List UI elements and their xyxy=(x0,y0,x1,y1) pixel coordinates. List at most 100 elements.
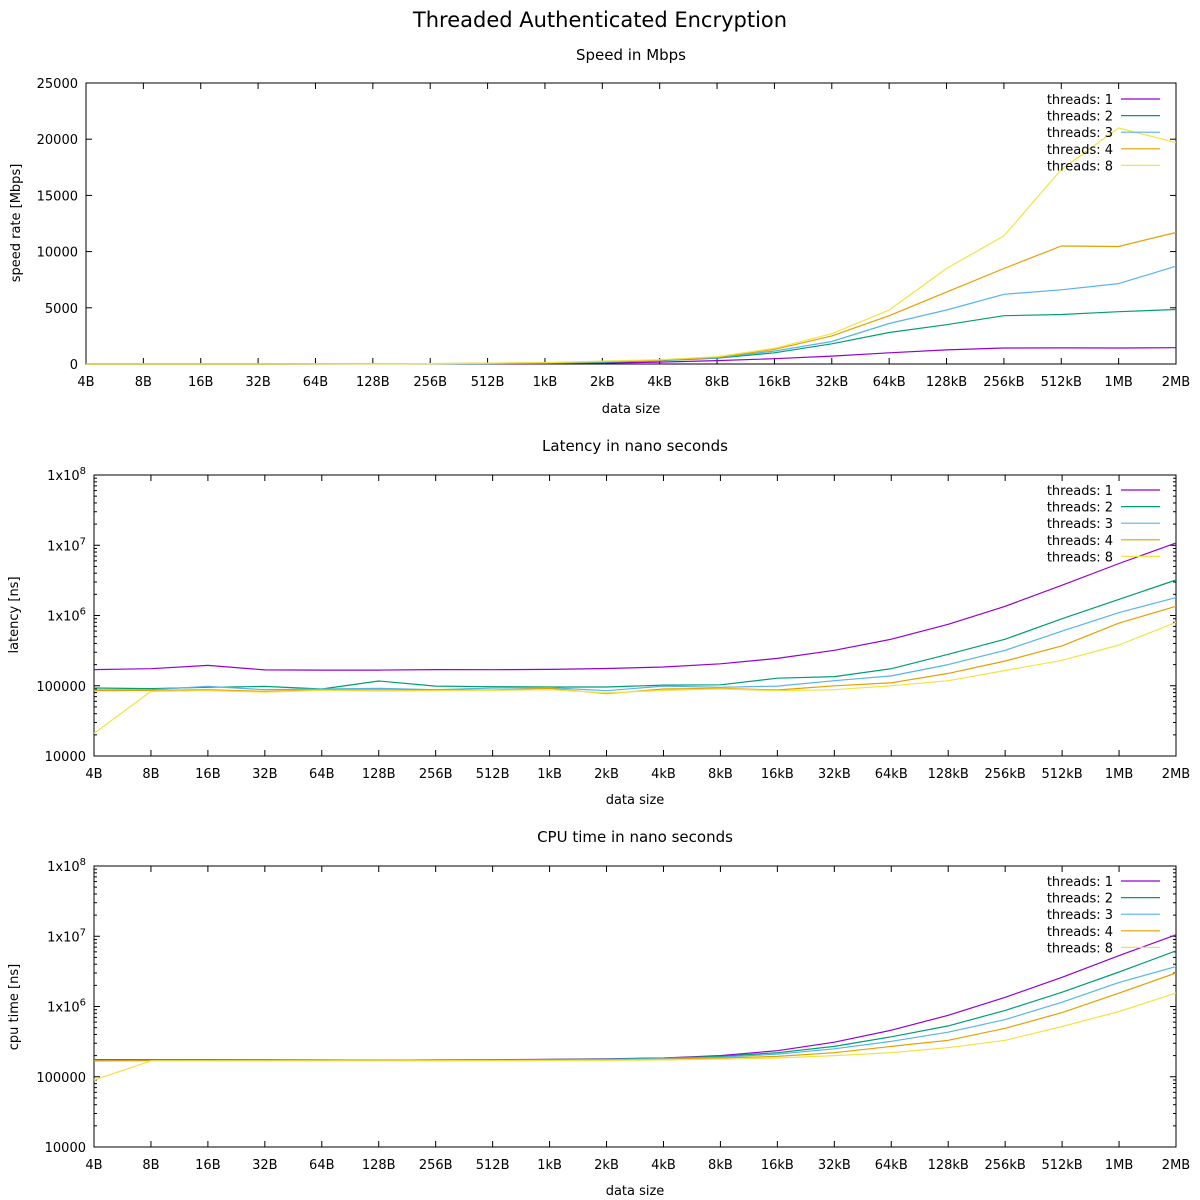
latency-xtick-label: 64B xyxy=(309,767,334,782)
cpu-time-xtick-label: 512B xyxy=(476,1158,510,1173)
latency-legend-label: threads: 4 xyxy=(1047,534,1113,549)
cpu-time-chart-title: CPU time in nano seconds xyxy=(537,828,733,846)
latency-xtick-label: 2kB xyxy=(594,767,619,782)
speed-xtick-label: 8B xyxy=(135,375,152,390)
speed-ytick-label: 0 xyxy=(70,358,78,373)
latency-chart-xlabel: data size xyxy=(606,793,665,808)
latency-xtick-label: 1MB xyxy=(1105,767,1133,782)
speed-xtick-label: 64B xyxy=(303,375,328,390)
latency-xtick-label: 128kB xyxy=(928,767,969,782)
cpu-time-xtick-label: 32kB xyxy=(818,1158,851,1173)
speed-xtick-label: 512B xyxy=(471,375,505,390)
cpu-time-ytick-label: 10000 xyxy=(45,1141,86,1156)
cpu-time-chart-ylabel: cpu time [ns] xyxy=(7,964,22,1050)
cpu-time-xtick-label: 1kB xyxy=(537,1158,562,1173)
latency-legend-label: threads: 8 xyxy=(1047,550,1113,565)
speed-chart-ylabel: speed rate [Mbps] xyxy=(9,164,24,283)
speed-legend-label: threads: 4 xyxy=(1047,143,1113,158)
cpu-time-xtick-label: 128B xyxy=(362,1158,396,1173)
cpu-time-xtick-label: 2kB xyxy=(594,1158,619,1173)
cpu-time-ytick-label: 1x106 xyxy=(47,998,86,1016)
latency-xtick-label: 16B xyxy=(195,767,220,782)
cpu-time-ytick-label: 1x108 xyxy=(47,857,86,875)
cpu-time-chart: CPU time in nano seconds data size cpu t… xyxy=(7,828,1190,1199)
cpu-time-xtick-label: 16kB xyxy=(761,1158,794,1173)
speed-xtick-label: 64kB xyxy=(873,375,906,390)
latency-series-line-3 xyxy=(93,597,1177,692)
latency-series-line-5 xyxy=(93,621,1177,734)
speed-xtick-label: 128B xyxy=(356,375,390,390)
cpu-time-xtick-label: 8B xyxy=(142,1158,159,1173)
latency-ytick-label: 1x108 xyxy=(47,466,86,484)
latency-ytick-label: 1x106 xyxy=(47,607,86,625)
speed-xtick-label: 4B xyxy=(77,375,94,390)
cpu-time-xtick-label: 256kB xyxy=(985,1158,1026,1173)
cpu-time-xtick-label: 64kB xyxy=(875,1158,908,1173)
speed-xtick-label: 4kB xyxy=(647,375,672,390)
latency-xtick-label: 128B xyxy=(362,767,396,782)
speed-series-line-5 xyxy=(86,127,1177,365)
speed-xtick-label: 8kB xyxy=(705,375,730,390)
speed-xtick-label: 2MB xyxy=(1162,375,1190,390)
cpu-time-xtick-label: 128kB xyxy=(928,1158,969,1173)
speed-legend-label: threads: 1 xyxy=(1047,93,1113,108)
latency-legend-label: threads: 3 xyxy=(1047,517,1113,532)
latency-xtick-label: 64kB xyxy=(875,767,908,782)
cpu-time-xtick-label: 512kB xyxy=(1041,1158,1082,1173)
cpu-time-chart-xlabel: data size xyxy=(606,1184,665,1199)
speed-xtick-label: 128kB xyxy=(926,375,967,390)
cpu-time-legend-label: threads: 4 xyxy=(1047,925,1113,940)
speed-xtick-label: 256kB xyxy=(983,375,1024,390)
speed-ytick-label: 10000 xyxy=(37,246,78,261)
speed-xtick-label: 1kB xyxy=(533,375,558,390)
speed-chart-title: Speed in Mbps xyxy=(576,46,686,64)
speed-xtick-label: 256B xyxy=(413,375,447,390)
cpu-time-ytick-label: 1x107 xyxy=(47,927,86,945)
speed-xtick-label: 32kB xyxy=(815,375,848,390)
speed-legend-label: threads: 3 xyxy=(1047,126,1113,141)
speed-ytick-label: 20000 xyxy=(37,133,78,148)
cpu-time-legend-label: threads: 1 xyxy=(1047,875,1113,890)
speed-xtick-label: 512kB xyxy=(1041,375,1082,390)
latency-xtick-label: 256kB xyxy=(985,767,1026,782)
cpu-time-legend-label: threads: 2 xyxy=(1047,892,1113,907)
cpu-time-xtick-label: 1MB xyxy=(1105,1158,1133,1173)
cpu-time-xtick-label: 64B xyxy=(309,1158,334,1173)
latency-ytick-label: 10000 xyxy=(45,750,86,765)
latency-xtick-label: 32kB xyxy=(818,767,851,782)
latency-xtick-label: 1kB xyxy=(537,767,562,782)
latency-xtick-label: 16kB xyxy=(761,767,794,782)
speed-ytick-label: 5000 xyxy=(45,302,78,317)
latency-xtick-label: 8B xyxy=(142,767,159,782)
cpu-time-xtick-label: 4B xyxy=(85,1158,102,1173)
cpu-time-xtick-label: 256B xyxy=(419,1158,453,1173)
speed-legend-label: threads: 8 xyxy=(1047,159,1113,174)
latency-series-line-1 xyxy=(93,542,1177,671)
speed-plot-frame xyxy=(85,82,1177,365)
speed-ytick-label: 15000 xyxy=(37,189,78,204)
speed-xtick-label: 1MB xyxy=(1104,375,1132,390)
cpu-time-xtick-label: 8kB xyxy=(708,1158,733,1173)
cpu-time-series-line-5 xyxy=(93,992,1177,1081)
latency-chart-ylabel: latency [ns] xyxy=(7,576,22,653)
latency-ytick-label: 100000 xyxy=(36,680,86,695)
latency-xtick-label: 8kB xyxy=(708,767,733,782)
speed-chart-xlabel: data size xyxy=(602,402,661,417)
latency-series-line-2 xyxy=(93,579,1177,690)
cpu-time-ytick-label: 100000 xyxy=(36,1071,86,1086)
latency-xtick-label: 256B xyxy=(419,767,453,782)
speed-ytick-label: 25000 xyxy=(37,77,78,92)
cpu-time-legend-label: threads: 3 xyxy=(1047,908,1113,923)
speed-legend-label: threads: 2 xyxy=(1047,110,1113,125)
latency-chart: Latency in nano seconds data size latenc… xyxy=(7,437,1190,808)
latency-xtick-label: 4B xyxy=(85,767,102,782)
latency-legend-label: threads: 1 xyxy=(1047,484,1113,499)
speed-xtick-label: 32B xyxy=(245,375,270,390)
latency-legend-label: threads: 2 xyxy=(1047,501,1113,516)
speed-xtick-label: 2kB xyxy=(590,375,615,390)
cpu-time-xtick-label: 32B xyxy=(252,1158,277,1173)
speed-xtick-label: 16kB xyxy=(758,375,791,390)
cpu-time-legend-label: threads: 8 xyxy=(1047,941,1113,956)
latency-ytick-label: 1x107 xyxy=(47,536,86,554)
